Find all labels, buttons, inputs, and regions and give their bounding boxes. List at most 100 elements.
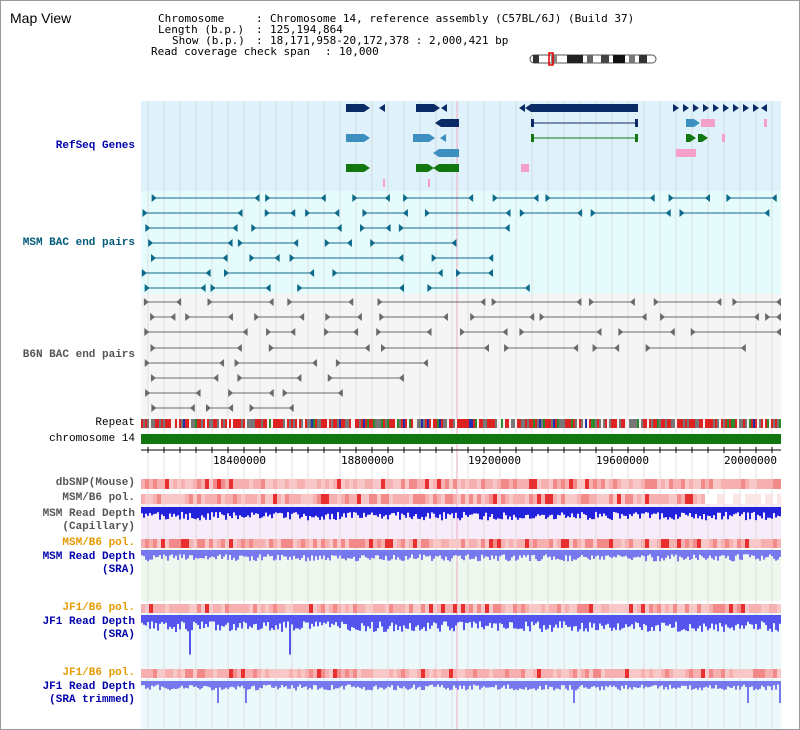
dbsnp-density-bin	[765, 479, 769, 489]
track-label-chromosome[interactable]: chromosome 14	[49, 433, 135, 445]
track-label-jf1-depth-trim-2[interactable]: (SRA trimmed)	[49, 694, 135, 706]
msm-depth-cap-bar	[477, 507, 479, 514]
jf1-depth-sra-bar	[285, 615, 287, 628]
jf1-depth-trim-bar	[403, 681, 405, 687]
repeat-block	[721, 419, 723, 428]
msm-depth-cap-bar	[171, 507, 173, 517]
track-label-jf1-b6-pol-2[interactable]: JF1/B6 pol.	[62, 667, 135, 679]
gene-feature	[686, 119, 694, 127]
repeat-block	[141, 419, 143, 428]
track-label-jf1-b6-pol-1[interactable]: JF1/B6 pol.	[62, 602, 135, 614]
track-label-msm-depth-cap-1[interactable]: MSM Read Depth	[42, 508, 135, 520]
msm-b6-pol-bin	[465, 539, 469, 548]
jf1-depth-trim-bar	[727, 681, 729, 687]
track-label-jf1-depth-sra-2[interactable]: (SRA)	[101, 629, 135, 641]
msm-depth-cap-bar	[345, 507, 347, 518]
b6n-bac-pair-end	[327, 374, 333, 382]
track-label-msm-b6-pol-1[interactable]: MSM/B6 pol.	[62, 492, 135, 504]
track-label-jf1-depth-sra-1[interactable]: JF1 Read Depth	[42, 616, 135, 628]
jf1-depth-sra-bar	[305, 615, 307, 623]
msm-b6-pol-bin	[165, 494, 169, 504]
track-label-msm-depth-sra-1[interactable]: MSM Read Depth	[42, 551, 135, 563]
msm-depth-cap-bar	[303, 507, 305, 514]
msm-depth-sra-bar	[241, 550, 243, 556]
msm-b6-pol-bin	[293, 539, 297, 548]
repeat-block	[287, 419, 289, 428]
repeat-block	[619, 419, 621, 428]
msm-depth-cap-bar	[201, 507, 203, 516]
jf1-b6-pol-bin	[445, 669, 449, 678]
jf1-b6-pol-bin	[545, 604, 549, 613]
b6n-bac-pair-end	[228, 389, 234, 397]
chromosome-ideogram[interactable]	[529, 52, 659, 66]
b6n-bac-pair-end	[213, 374, 219, 382]
msm-b6-pol-bin	[573, 494, 577, 504]
msm-bac-pair-end	[402, 209, 408, 217]
jf1-depth-trim-bar	[161, 681, 163, 687]
msm-depth-sra-bar	[371, 550, 373, 558]
jf1-depth-sra-bar	[185, 615, 187, 630]
track-label-repeat[interactable]: Repeat	[95, 417, 135, 429]
msm-depth-sra-bar	[569, 550, 571, 556]
jf1-b6-pol-bin	[189, 604, 193, 613]
jf1-b6-pol-bin	[713, 669, 717, 678]
jf1-depth-sra-bar	[487, 615, 489, 626]
track-label-jf1-depth-trim-1[interactable]: JF1 Read Depth	[42, 681, 135, 693]
track-label-msm-bac[interactable]: MSM BAC end pairs	[22, 237, 135, 249]
gene-exon	[531, 119, 534, 127]
track-label-b6n-bac[interactable]: B6N BAC end pairs	[22, 349, 135, 361]
track-label-msm-b6-pol-2[interactable]: MSM/B6 pol.	[62, 537, 135, 549]
msm-depth-cap-bar	[643, 507, 645, 514]
msm-depth-cap-bar	[627, 507, 629, 519]
msm-depth-cap-bar	[733, 507, 735, 515]
msm-depth-sra-bar	[503, 550, 505, 555]
msm-depth-cap-bar	[269, 507, 271, 515]
msm-b6-pol-bin	[181, 539, 185, 548]
jf1-depth-trim-bar	[699, 681, 701, 688]
msm-b6-pol-bin	[749, 494, 753, 504]
repeat-block	[389, 419, 391, 428]
msm-depth-cap-bar	[375, 507, 377, 516]
jf1-depth-sra-bar	[455, 615, 457, 626]
jf1-depth-sra-bar	[705, 615, 707, 627]
msm-b6-pol-bin	[409, 494, 413, 504]
repeat-block	[637, 419, 639, 428]
jf1-depth-trim-bar	[289, 681, 291, 689]
track-label-msm-depth-cap-2[interactable]: (Capillary)	[62, 521, 135, 533]
msm-depth-cap-bar	[511, 507, 513, 520]
b6n-bac-pair-end	[324, 328, 330, 336]
jf1-depth-trim-bar	[335, 681, 337, 689]
msm-b6-pol-bin	[249, 494, 253, 504]
b6n-bac-pair-end	[470, 313, 476, 321]
msm-bac-pair-end	[151, 194, 157, 202]
msm-depth-sra-bar	[593, 550, 595, 559]
b6n-bac-pair-end	[381, 344, 387, 352]
jf1-depth-sra-bar	[437, 615, 439, 629]
msm-depth-cap-bar	[329, 507, 331, 520]
track-label-dbsnp[interactable]: dbSNP(Mouse)	[55, 477, 135, 489]
msm-depth-sra-bar	[409, 550, 411, 558]
jf1-depth-trim-bar	[721, 681, 723, 689]
repeat-block	[177, 419, 179, 428]
dbsnp-density-bin	[489, 479, 493, 489]
jf1-b6-pol-bin	[753, 604, 757, 613]
msm-depth-sra-bar	[773, 550, 775, 559]
b6n-bac-pair-end	[480, 298, 486, 306]
jf1-depth-sra-bar	[765, 615, 767, 625]
jf1-depth-trim-bar	[197, 681, 199, 688]
msm-depth-sra-bar	[309, 550, 311, 561]
msm-depth-cap-bar	[291, 507, 293, 514]
track-label-msm-depth-sra-2[interactable]: (SRA)	[101, 564, 135, 576]
msm-depth-sra-bar	[141, 550, 143, 556]
msm-b6-pol-bin	[197, 539, 201, 548]
jf1-b6-pol-bin	[373, 604, 377, 613]
dbsnp-density-bin	[297, 479, 301, 489]
repeat-block	[507, 419, 509, 428]
b6n-bac-pair-end	[398, 374, 404, 382]
track-label-refseq[interactable]: RefSeq Genes	[55, 140, 135, 152]
repeat-block	[197, 419, 199, 428]
msm-depth-cap-bar	[313, 507, 315, 518]
msm-depth-cap-bar	[459, 507, 461, 521]
jf1-b6-pol-bin	[669, 604, 673, 613]
